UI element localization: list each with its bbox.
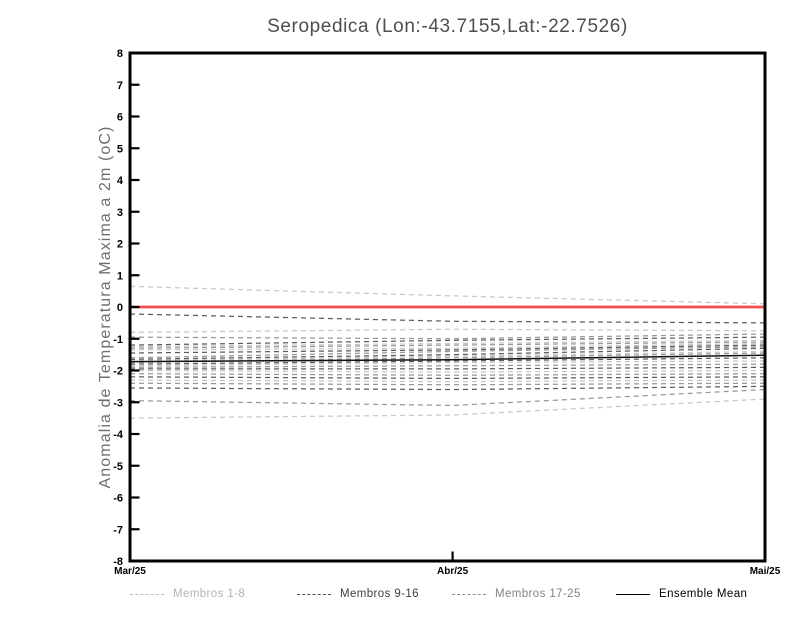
y-tick-label: -8	[113, 556, 123, 568]
x-tick-label: Mai/25	[750, 566, 781, 577]
legend-label: Membros 9-16	[340, 588, 419, 600]
y-tick-label: 8	[117, 48, 123, 60]
y-tick-label: -2	[113, 366, 123, 378]
y-tick-label: -5	[113, 461, 123, 473]
y-tick-label: 1	[117, 270, 123, 282]
x-tick-label: Mar/25	[114, 566, 146, 577]
y-tick-label: -4	[113, 429, 124, 441]
dashed-line-sample	[297, 593, 331, 595]
legend-item-membros-9-16: Membros 9-16	[297, 588, 419, 600]
member-line	[129, 313, 766, 324]
member-line	[129, 333, 766, 340]
member-line	[129, 342, 766, 351]
chart-title: Seropedica (Lon:-43.7155,Lat:-22.7526)	[267, 16, 628, 37]
y-tick-label: -1	[113, 334, 123, 346]
x-tick-label: Abr/25	[437, 566, 469, 577]
y-tick-label: 3	[117, 207, 123, 219]
member-line	[129, 385, 766, 391]
member-line	[129, 382, 766, 386]
dashed-line-sample	[130, 593, 164, 595]
y-tick-label: 5	[117, 143, 123, 155]
y-tick-label: 2	[117, 239, 123, 251]
member-line	[130, 366, 766, 370]
member-line	[129, 285, 766, 305]
legend-label: Membros 1-8	[173, 588, 246, 600]
member-line	[129, 328, 766, 334]
legend-item-membros-1-8: Membros 1-8	[130, 588, 245, 600]
member-line	[129, 363, 766, 368]
member-line	[129, 369, 766, 373]
y-tick-label: 7	[117, 80, 123, 92]
member-line	[129, 376, 766, 380]
member-line	[129, 388, 766, 407]
plot-frame	[128, 51, 767, 563]
dashed-line-sample	[452, 593, 486, 595]
y-tick-label: -3	[113, 397, 123, 409]
legend-item-ensemble-mean: Ensemble Mean	[616, 588, 747, 600]
member-line	[129, 341, 766, 349]
y-tick-label: -7	[113, 524, 123, 536]
legend-label: Membros 17-25	[495, 588, 581, 600]
solid-line-sample	[616, 593, 650, 595]
legend-label: Ensemble Mean	[659, 588, 748, 600]
member-line	[129, 379, 766, 383]
chart-legend: Membros 1-8 Membros 9-16 Membros 17-25 E…	[0, 588, 800, 610]
y-tick-label: 4	[117, 175, 124, 187]
y-tick-label: 6	[117, 112, 123, 124]
member-line	[129, 373, 766, 376]
ensemble-mean-line	[129, 354, 766, 363]
y-tick-label: 0	[117, 302, 123, 314]
member-line	[129, 398, 766, 419]
y-tick-label: -6	[113, 493, 123, 505]
legend-item-membros-17-25: Membros 17-25	[452, 588, 581, 600]
